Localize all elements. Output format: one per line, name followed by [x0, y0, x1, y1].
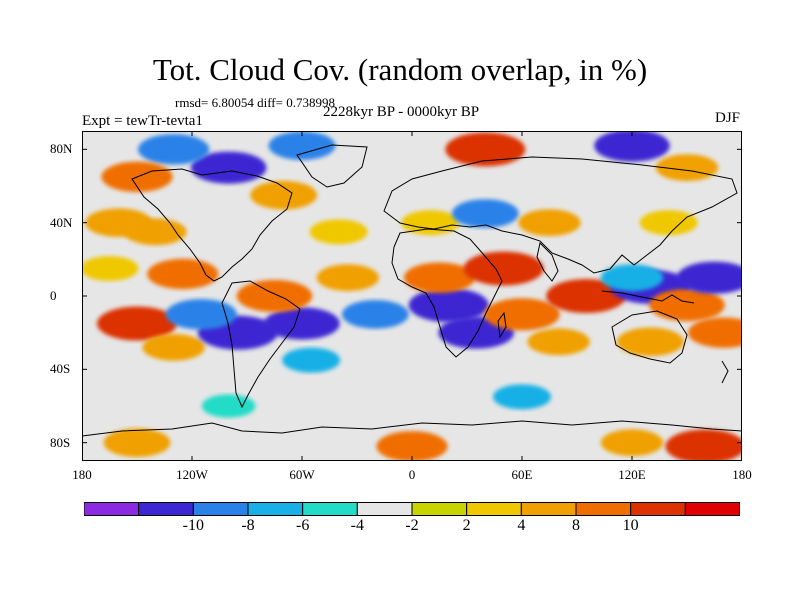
anomaly-region — [600, 429, 664, 457]
anomaly-region — [201, 394, 256, 418]
colorbar-label: -10 — [182, 517, 204, 534]
coastline-north-america — [131, 168, 293, 282]
anomaly-region — [309, 219, 368, 245]
anomaly-region — [85, 208, 153, 237]
colorbar-label: -4 — [350, 517, 364, 534]
colorbar-bin — [356, 502, 413, 516]
lon-tick-label: 0 — [408, 467, 416, 482]
colorbar-bin — [684, 502, 740, 516]
anomaly-region — [403, 262, 476, 293]
anomaly-region — [165, 299, 237, 330]
colorbar-bin — [411, 502, 468, 516]
anomaly-region — [147, 258, 219, 290]
plot-title: Tot. Cloud Cov. (random overlap, in %) — [152, 52, 648, 87]
anomaly-region — [282, 347, 341, 373]
anomaly-region — [655, 154, 719, 182]
coastlines — [82, 144, 742, 437]
lat-tick-label: 40S — [50, 361, 71, 377]
anomaly-region — [264, 307, 340, 340]
colorbar-bin — [84, 502, 140, 516]
anomaly-region — [103, 428, 171, 457]
anomaly-region — [594, 131, 670, 162]
colorbar-label: -8 — [241, 517, 255, 534]
coastline-eurasia — [383, 156, 738, 274]
anomaly-region — [316, 264, 380, 292]
coastline-australia — [611, 310, 688, 364]
experiment-label: Expt = tewTr-tevta1 — [82, 113, 203, 129]
anomaly-region — [649, 289, 725, 322]
colorbar-bin — [466, 502, 522, 516]
lat-tick-label: 0 — [50, 288, 57, 303]
anomaly-region — [82, 256, 139, 281]
anomaly-region — [518, 209, 581, 237]
anomaly-region — [639, 210, 698, 236]
lat-tick-label: 80N — [50, 141, 73, 157]
anomaly-region — [484, 298, 560, 331]
coastline-africa — [391, 228, 503, 358]
colorbar-label: -2 — [405, 517, 419, 534]
anomaly-region — [676, 261, 742, 294]
colorbar-bin — [247, 502, 304, 516]
period-label: 2228kyr BP - 0000kyr BP — [323, 104, 480, 120]
anomaly-region — [97, 306, 177, 341]
anomaly-region — [138, 134, 210, 165]
coastline-new-zealand — [721, 360, 729, 384]
coastline-antarctica — [82, 420, 742, 437]
anomaly-region — [688, 317, 742, 348]
lat-tick-label: 40N — [50, 214, 73, 230]
stats-text: rmsd= 6.80054 diff= 0.738998 — [175, 95, 335, 110]
anomaly-region — [546, 279, 627, 313]
season-label: DJF — [714, 110, 740, 126]
colorbar-label: 10 — [622, 517, 639, 534]
anomaly-field — [82, 131, 742, 461]
map-plot — [82, 131, 742, 461]
anomaly-region — [250, 180, 318, 210]
anomaly-region — [142, 333, 205, 361]
anomaly-region — [376, 431, 448, 461]
anomaly-region — [451, 199, 519, 228]
anomaly-region — [445, 132, 526, 167]
colorbar-bin — [575, 502, 632, 516]
map-ticks — [82, 131, 742, 461]
coastline-madagascar — [497, 311, 507, 339]
coastline-greenland — [296, 144, 368, 188]
anomaly-region — [665, 429, 742, 461]
colorbar-label: -6 — [295, 517, 310, 534]
anomaly-region — [463, 251, 544, 286]
colorbar-label: 4 — [517, 517, 526, 534]
anomaly-region — [616, 327, 684, 357]
colorbar-bin — [520, 502, 577, 516]
colorbar-label: 8 — [572, 517, 580, 534]
colorbar-bin — [630, 502, 686, 516]
anomaly-region — [341, 300, 409, 329]
anomaly-region — [600, 264, 664, 292]
colorbar-bin — [138, 502, 194, 516]
anomaly-region — [236, 279, 313, 313]
coastline-indonesia — [601, 290, 695, 304]
lon-tick-label: 120W — [176, 467, 208, 482]
colorbar-bin — [302, 502, 358, 516]
lon-tick-label: 180 — [732, 467, 752, 482]
colorbar — [84, 502, 740, 516]
anomaly-region — [493, 384, 551, 410]
coastline-south-america — [221, 280, 301, 409]
colorbar-bin — [192, 502, 249, 516]
lon-tick-label: 60E — [511, 467, 533, 482]
lon-tick-label: 120E — [618, 467, 646, 482]
coastline-india — [536, 241, 559, 282]
colorbar-label: 2 — [462, 517, 471, 534]
lat-tick-label: 80S — [50, 434, 71, 450]
lon-tick-label: 60W — [289, 467, 315, 482]
anomaly-region — [401, 210, 460, 236]
anomaly-region — [190, 151, 267, 184]
anomaly-region — [527, 328, 590, 356]
lon-tick-label: 180 — [72, 467, 92, 482]
anomaly-region — [268, 131, 336, 160]
